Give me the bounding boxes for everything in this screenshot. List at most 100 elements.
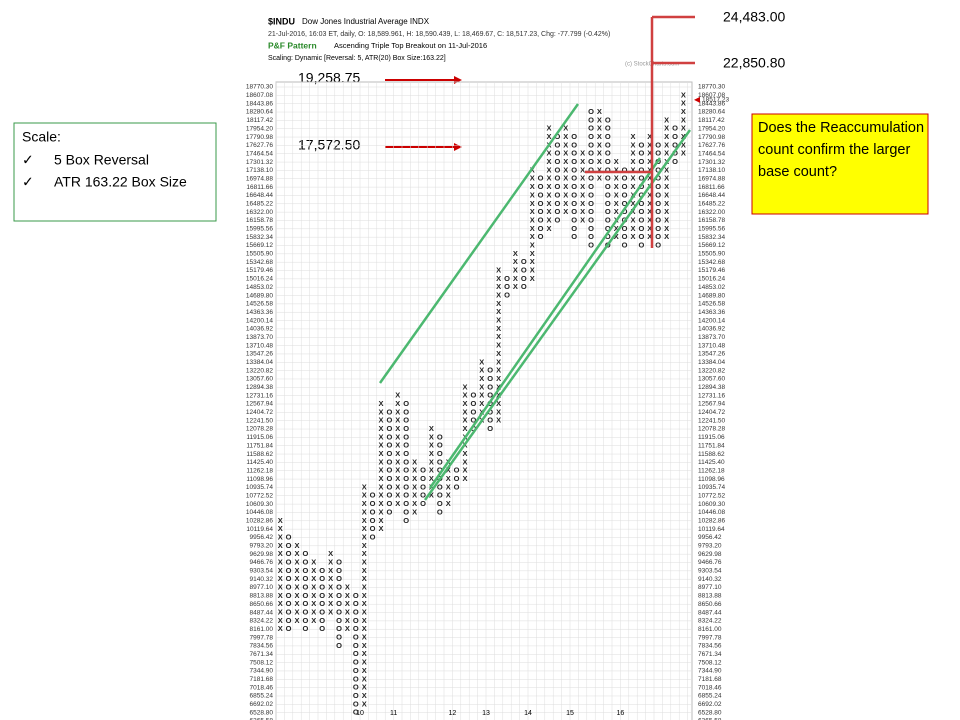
o-box: O	[420, 474, 426, 483]
y-tick-label: 7834.56	[250, 643, 274, 650]
y-tick-label: 12894.38	[698, 384, 725, 391]
x-box: X	[328, 557, 333, 566]
x-box: X	[614, 174, 619, 183]
o-box: O	[538, 174, 544, 183]
o-box: O	[588, 140, 594, 149]
y-tick-label: 18280.64	[698, 109, 725, 116]
x-box: X	[412, 499, 417, 508]
o-box: O	[437, 491, 443, 500]
x-box: X	[378, 399, 383, 408]
x-box: X	[647, 190, 652, 199]
o-box: O	[319, 591, 325, 600]
x-box: X	[362, 557, 367, 566]
o-box: O	[353, 708, 359, 717]
x-box: X	[412, 491, 417, 500]
o-box: O	[386, 416, 392, 425]
o-box: O	[353, 633, 359, 642]
o-box: O	[571, 207, 577, 216]
x-box: X	[378, 457, 383, 466]
y-tick-label: 16974.88	[698, 175, 725, 182]
x-box: X	[378, 449, 383, 458]
x-box: X	[597, 165, 602, 174]
x-box: X	[614, 190, 619, 199]
y-tick-label: 8487.44	[250, 609, 274, 616]
o-box: O	[655, 224, 661, 233]
y-tick-label: 12731.16	[246, 392, 273, 399]
x-box: X	[412, 466, 417, 475]
o-box: O	[286, 608, 292, 617]
y-tick-label: 9466.76	[250, 559, 274, 566]
o-box: O	[521, 282, 527, 291]
o-box: O	[336, 566, 342, 575]
x-box: X	[362, 699, 367, 708]
o-box: O	[554, 182, 560, 191]
x-box: X	[664, 182, 669, 191]
y-tick-label: 15179.46	[246, 267, 273, 274]
x-box: X	[429, 457, 434, 466]
y-tick-label: 7018.46	[698, 684, 722, 691]
x-box: X	[681, 90, 686, 99]
o-box: O	[622, 182, 628, 191]
o-box: O	[622, 207, 628, 216]
x-box: X	[681, 132, 686, 141]
o-box: O	[554, 215, 560, 224]
x-box: X	[563, 190, 568, 199]
x-box: X	[362, 491, 367, 500]
question-wrap: Does the Reaccumulation count confirm th…	[758, 120, 924, 180]
o-box: O	[437, 449, 443, 458]
o-box: O	[336, 583, 342, 592]
x-box: X	[597, 140, 602, 149]
x-box: X	[278, 566, 283, 575]
y-tick-label: 6692.02	[698, 701, 722, 708]
o-box: O	[672, 132, 678, 141]
y-tick-label: 18607.08	[246, 92, 273, 99]
year-label: 10	[356, 710, 364, 717]
x-box: X	[546, 190, 551, 199]
o-box: O	[571, 132, 577, 141]
o-box: O	[319, 583, 325, 592]
scale-title: Scale:	[22, 129, 61, 145]
o-box: O	[622, 190, 628, 199]
x-box: X	[563, 174, 568, 183]
y-tick-label: 16648.44	[246, 192, 273, 199]
o-box: O	[386, 457, 392, 466]
x-box: X	[362, 599, 367, 608]
x-box: X	[664, 132, 669, 141]
x-box: X	[462, 382, 467, 391]
x-box: X	[614, 199, 619, 208]
x-box: X	[378, 499, 383, 508]
x-box: X	[580, 165, 585, 174]
x-box: X	[513, 257, 518, 266]
symbol: $INDU	[268, 16, 295, 26]
o-box: O	[302, 624, 308, 633]
y-tick-label: 12894.38	[246, 384, 273, 391]
o-box: O	[638, 224, 644, 233]
x-box: X	[429, 449, 434, 458]
x-box: X	[479, 382, 484, 391]
o-box: O	[605, 124, 611, 133]
x-box: X	[580, 174, 585, 183]
x-box: X	[496, 341, 501, 350]
x-box: X	[647, 207, 652, 216]
x-box: X	[630, 174, 635, 183]
y-tick-label: 11751.84	[246, 442, 273, 449]
o-box: O	[437, 466, 443, 475]
y-tick-label: 13710.48	[698, 342, 725, 349]
o-box: O	[286, 574, 292, 583]
y-tick-label: 14200.14	[698, 317, 725, 324]
o-box: O	[571, 140, 577, 149]
y-tick-label: 17301.32	[246, 159, 273, 166]
y-tick-label: 11425.40	[246, 459, 273, 466]
x-box: X	[496, 316, 501, 325]
x-box: X	[580, 157, 585, 166]
x-box: X	[630, 157, 635, 166]
o-box: O	[655, 190, 661, 199]
y-tick-label: 13873.70	[246, 334, 273, 341]
y-tick-label: 6528.80	[698, 709, 722, 716]
o-box: O	[470, 391, 476, 400]
